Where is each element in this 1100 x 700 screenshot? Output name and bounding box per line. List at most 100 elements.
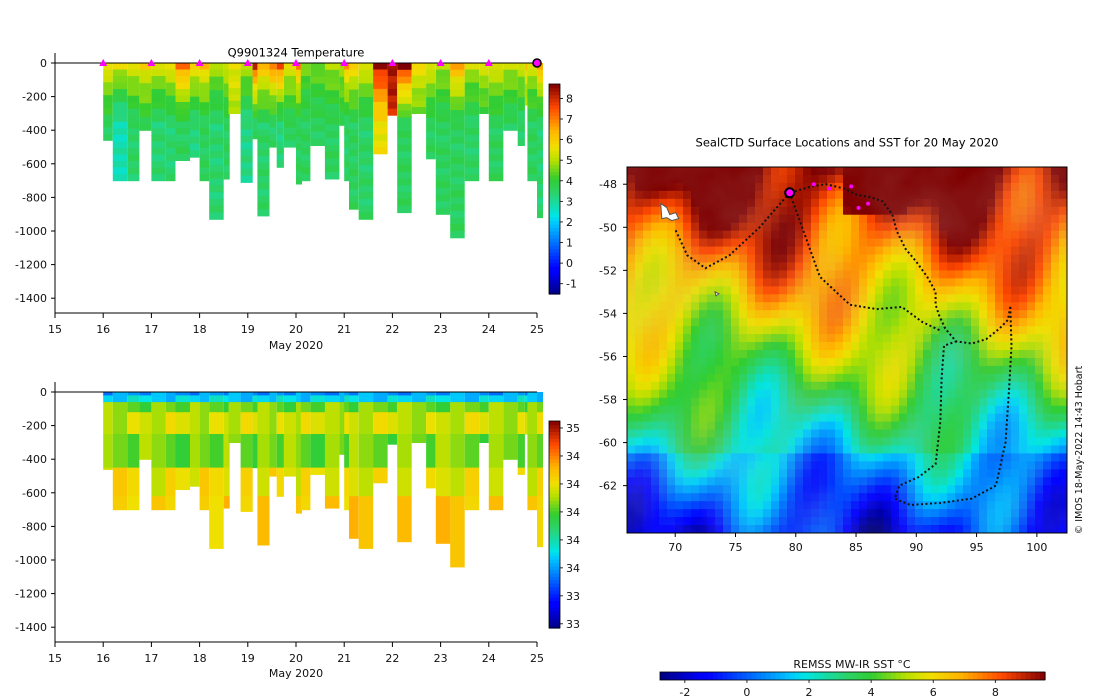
- salinity-cell: [537, 412, 543, 435]
- temperature-cell: [339, 97, 346, 105]
- salinity-colorbar-swatch: [549, 496, 560, 501]
- temperature-colorbar-swatch: [549, 136, 560, 141]
- salinity-cell: [479, 434, 489, 443]
- salinity-cell: [276, 412, 284, 435]
- temperature-cell: [252, 69, 259, 78]
- temperature-cell: [464, 82, 480, 90]
- temperature-cell: [464, 121, 480, 129]
- temperature-cell: [373, 121, 388, 129]
- map-x-tick-label: 95: [970, 541, 984, 554]
- temperature-cell: [426, 83, 436, 91]
- temperature-cell: [252, 83, 259, 92]
- temperature-cell: [339, 90, 346, 99]
- salinity-cell: [387, 412, 398, 435]
- salinity-cell: [464, 434, 480, 469]
- temperature-cell: [284, 95, 296, 103]
- sst-field: [627, 167, 1067, 533]
- salinity-cell: [296, 395, 302, 403]
- map-y-tick-label: -58: [599, 394, 617, 407]
- temperature-cell: [257, 63, 270, 71]
- temperature-cell: [387, 102, 398, 110]
- temperature-cell: [349, 89, 359, 97]
- salinity-colorbar-swatch: [549, 572, 560, 577]
- temperature-cell: [349, 63, 359, 71]
- salinity-colorbar-swatch: [549, 490, 560, 495]
- salinity-colorbar-swatch: [549, 569, 560, 574]
- sst-colorbar-swatch: [915, 672, 921, 680]
- salinity-cell: [344, 496, 351, 511]
- temperature-cell: [284, 121, 296, 129]
- sst-map-chart: SealCTD Surface Locations and SST for 20…: [599, 136, 1085, 700]
- salinity-cell: [257, 467, 270, 497]
- salinity-colorbar-swatch: [549, 538, 560, 543]
- temperature-colorbar-swatch: [549, 276, 560, 281]
- salinity-cell: [190, 395, 200, 403]
- x-tick-label: 19: [241, 652, 255, 665]
- temperature-cell: [209, 97, 224, 105]
- temperature-section-chart: Q9901324 Temperature 0 -200 -400 -600 -800 -1…: [15, 46, 577, 353]
- salinity-cell: [435, 434, 451, 469]
- salinity-colorbar-tick-label: 33.6: [566, 618, 580, 631]
- temperature-cell: [199, 76, 210, 84]
- temperature-cell: [276, 154, 284, 162]
- temperature-cell: [358, 158, 374, 166]
- temperature-cell: [209, 117, 224, 125]
- temperature-cell: [223, 165, 230, 173]
- salinity-cell: [527, 412, 537, 435]
- temperature-cell: [112, 76, 128, 84]
- temperature-cell: [349, 69, 359, 77]
- temperature-cell: [344, 115, 351, 123]
- temperature-cell: [269, 101, 277, 109]
- salinity-cell: [397, 402, 412, 413]
- temperature-cell: [199, 102, 210, 110]
- salinity-cell: [426, 434, 436, 469]
- temperature-colorbar-swatch: [549, 112, 560, 117]
- temperature-colorbar-swatch: [549, 84, 560, 89]
- temperature-colorbar-swatch: [549, 259, 560, 264]
- temperature-cell: [276, 82, 284, 90]
- temperature-cell: [175, 153, 190, 161]
- temperature-colorbar-swatch: [549, 255, 560, 260]
- sst-colorbar-swatch: [1020, 672, 1027, 680]
- temperature-cell: [310, 76, 325, 85]
- sst-colorbar-swatch: [1011, 672, 1017, 680]
- sst-colorbar-swatch: [761, 672, 767, 680]
- temperature-cell: [199, 154, 210, 162]
- temperature-cell: [464, 95, 480, 103]
- salinity-colorbar-swatch: [549, 455, 560, 460]
- temperature-cell: [165, 167, 176, 175]
- salinity-colorbar-swatch: [549, 603, 560, 608]
- temperature-cell: [257, 162, 270, 170]
- temperature-cell: [165, 95, 176, 103]
- temperature-cell: [257, 202, 270, 210]
- sst-colorbar-swatch: [765, 672, 772, 680]
- salinity-colorbar-swatch: [549, 427, 560, 432]
- temperature-cell: [464, 115, 480, 123]
- salinity-cell: [240, 392, 253, 396]
- temperature-cell: [344, 128, 351, 136]
- temperature-cell: [276, 108, 284, 116]
- temperature-cell: [127, 115, 140, 123]
- temperature-cell: [257, 109, 270, 117]
- x-tick-label: 15: [48, 323, 62, 336]
- temperature-cell: [252, 131, 259, 140]
- temperature-cell: [324, 83, 340, 91]
- temperature-cell: [397, 124, 412, 132]
- temperature-cell: [435, 95, 451, 104]
- temperature-cell: [527, 128, 537, 136]
- temperature-cell: [199, 128, 210, 136]
- temperature-cell: [397, 144, 412, 152]
- temperature-cell: [209, 164, 224, 173]
- temperature-cell: [537, 110, 543, 118]
- temperature-cell: [397, 151, 412, 159]
- credit-text: © IMOS 18-May-2022 14:43 Hobart: [1074, 365, 1085, 534]
- temperature-cell: [488, 63, 504, 71]
- temperature-cell: [387, 89, 398, 97]
- salinity-cell: [397, 395, 412, 403]
- temperature-cell: [488, 167, 504, 175]
- temperature-cell: [517, 124, 525, 133]
- temperature-cell: [223, 103, 230, 112]
- temperature-cell: [450, 157, 465, 165]
- temperature-colorbar-tick-label: 5: [566, 154, 573, 167]
- salinity-cell: [479, 402, 489, 413]
